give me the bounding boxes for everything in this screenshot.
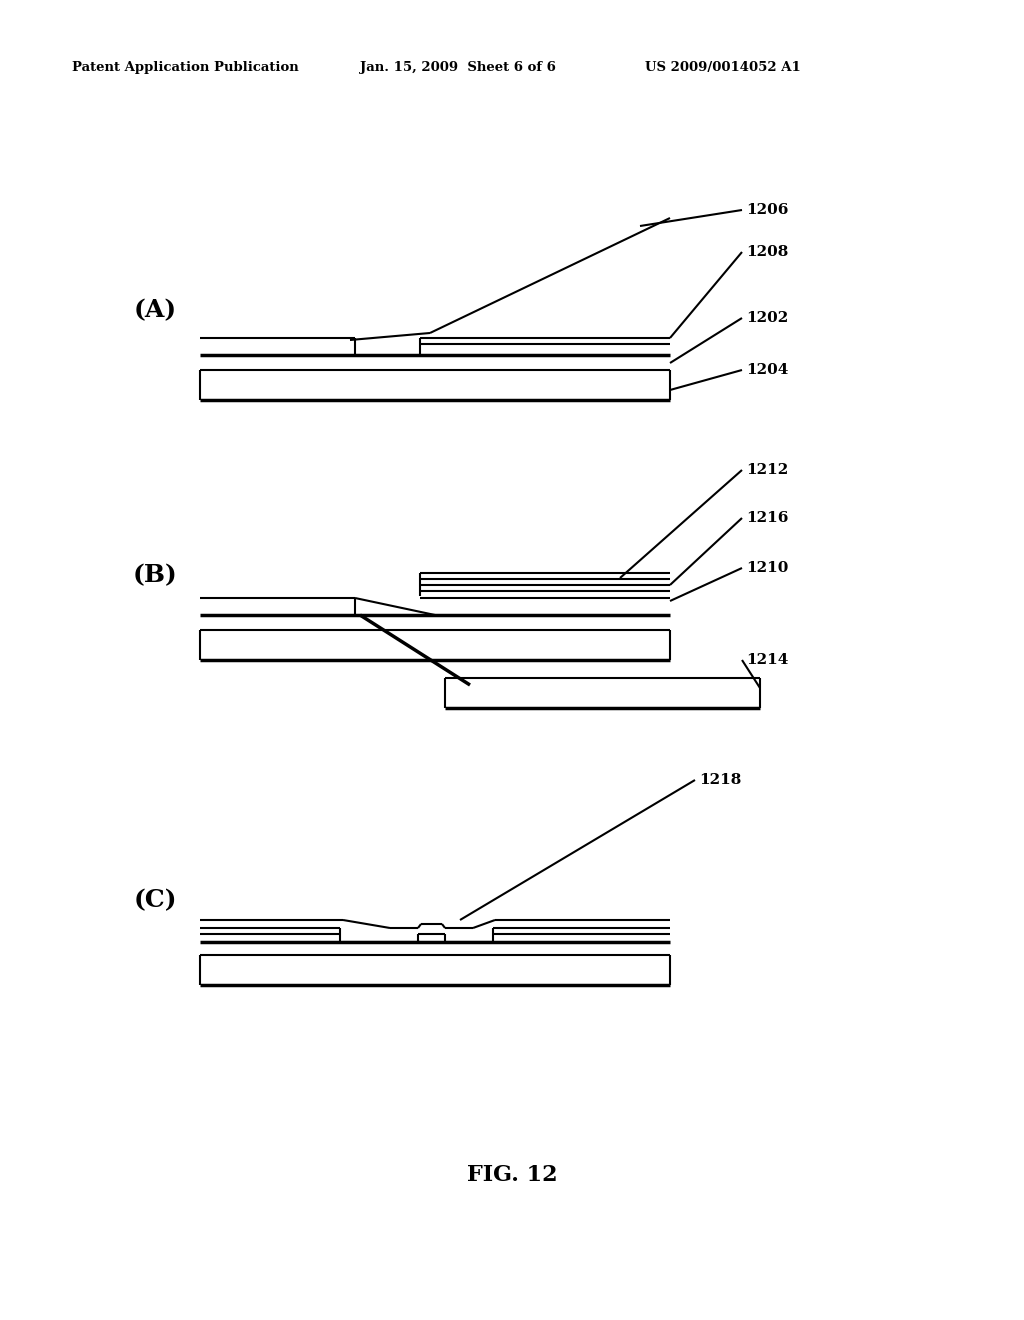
- Text: 1208: 1208: [746, 246, 788, 259]
- Text: Jan. 15, 2009  Sheet 6 of 6: Jan. 15, 2009 Sheet 6 of 6: [360, 62, 556, 74]
- Text: FIG. 12: FIG. 12: [467, 1164, 557, 1185]
- Text: (A): (A): [133, 298, 176, 322]
- Text: 1218: 1218: [699, 774, 741, 787]
- Text: 1212: 1212: [746, 463, 788, 477]
- Text: US 2009/0014052 A1: US 2009/0014052 A1: [645, 62, 801, 74]
- Text: (B): (B): [133, 564, 177, 587]
- Text: (C): (C): [133, 888, 177, 912]
- Text: 1216: 1216: [746, 511, 788, 525]
- Text: 1206: 1206: [746, 203, 788, 216]
- Text: 1202: 1202: [746, 312, 788, 325]
- Text: 1210: 1210: [746, 561, 788, 576]
- Text: 1204: 1204: [746, 363, 788, 378]
- Text: 1214: 1214: [746, 653, 788, 667]
- Text: Patent Application Publication: Patent Application Publication: [72, 62, 299, 74]
